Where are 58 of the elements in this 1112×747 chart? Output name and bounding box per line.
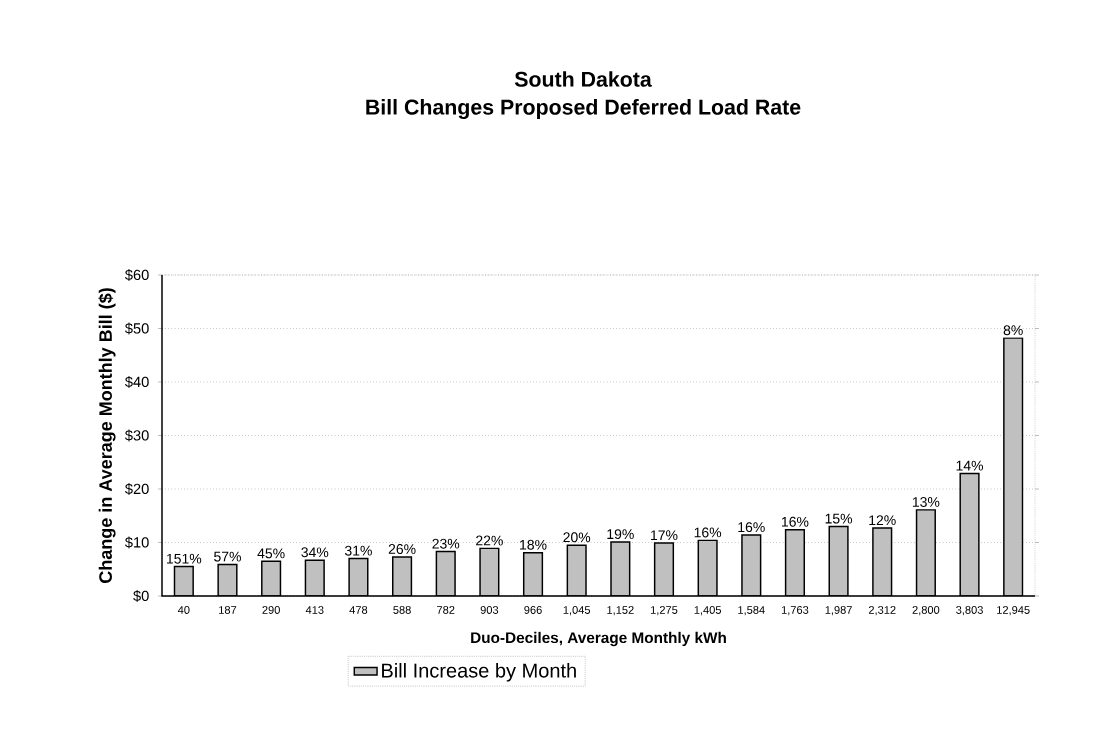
x-tick-label: 1,152 (607, 606, 634, 616)
bar (785, 529, 805, 596)
x-tick-label: 2,800 (912, 606, 940, 616)
x-tick-label: 2,312 (868, 606, 896, 616)
annotation: 23% (432, 538, 460, 549)
bar (1003, 337, 1024, 596)
y-tick-label: $60 (124, 269, 149, 281)
x-tick-label: 12,945 (997, 606, 1030, 616)
bar (960, 473, 979, 596)
y-tick-label: $30 (124, 429, 149, 442)
annotation: 12% (869, 515, 896, 526)
x-tick-label: 782 (437, 606, 455, 614)
x-tick-label: 1,405 (694, 606, 722, 616)
y-tick-label: $0 (133, 590, 149, 602)
y-tick-label: $40 (124, 376, 149, 388)
annotation: 31% (344, 545, 372, 556)
annotation: 26% (388, 544, 416, 555)
annotation: 22% (476, 535, 503, 546)
x-tick-label: 588 (393, 606, 411, 614)
annotation: 16% (781, 516, 809, 527)
annotation: 16% (738, 522, 765, 533)
y-tick-label: $20 (124, 483, 149, 495)
annotation: 14% (956, 460, 984, 471)
x-tick-label: 187 (219, 606, 237, 614)
annotation: 34% (301, 547, 329, 558)
x-tick-label: 1,763 (781, 606, 809, 616)
annotation: 20% (563, 532, 591, 543)
x-tick-label: 1,987 (825, 606, 852, 616)
x-tick-label: 1,045 (563, 606, 591, 616)
bar (523, 552, 543, 596)
legend-label: Bill Increase by Month (382, 662, 576, 682)
bar (392, 556, 412, 596)
annotation: 15% (825, 513, 853, 524)
x-tick-label: 290 (262, 606, 280, 614)
x-tick-label: 3,803 (956, 606, 983, 616)
annotation: 13% (912, 497, 940, 507)
y-tick-label: $10 (124, 536, 149, 549)
annotation: 45% (257, 548, 285, 559)
x-tick-label: 1,584 (738, 606, 765, 616)
x-tick-label: 903 (480, 606, 499, 614)
chart-title: South Dakota (514, 71, 652, 87)
annotation: 151% (166, 553, 202, 564)
x-axis-title: Duo-Deciles, Average Monthly kWh (471, 631, 726, 647)
x-tick-label: 40 (177, 606, 190, 614)
chart-subtitle: Bill Changes Proposed Deferred Load Rate (366, 99, 801, 119)
annotation: 17% (651, 530, 678, 541)
annotation: 18% (520, 539, 547, 550)
x-tick-label: 478 (349, 606, 368, 614)
x-tick-label: 1,275 (650, 606, 678, 616)
y-axis-title: Change in Average Monthly Bill ($) (98, 288, 116, 583)
bar (654, 543, 674, 596)
x-tick-label: 966 (524, 606, 542, 614)
x-tick-label: 413 (305, 606, 324, 614)
annotation: 16% (694, 527, 722, 538)
annotation: 19% (607, 529, 634, 540)
y-tick-label: $50 (124, 322, 149, 335)
annotation: 57% (214, 551, 241, 562)
annotation: 8% (1003, 325, 1023, 336)
